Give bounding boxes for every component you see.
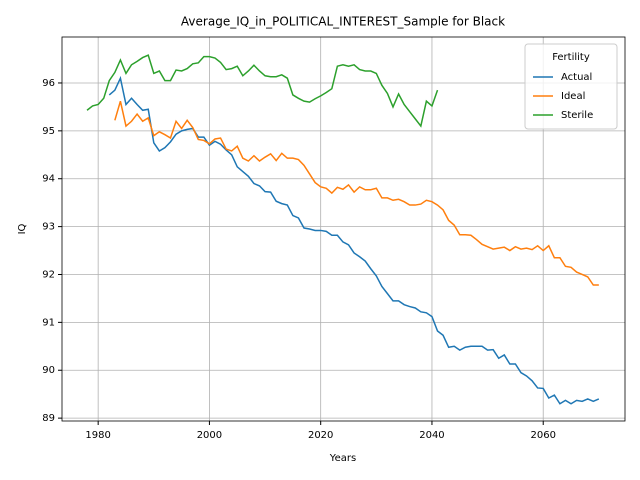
plot-frame <box>61 36 626 422</box>
y-tick-label: 90 <box>42 365 55 376</box>
x-tick-label: 1980 <box>85 430 110 441</box>
y-tick-label: 96 <box>42 78 55 89</box>
y-tick-label: 93 <box>42 222 55 233</box>
x-tick-label: 2000 <box>197 430 222 441</box>
legend-label: Ideal <box>561 91 585 102</box>
y-tick-label: 91 <box>42 317 55 328</box>
legend: Fertility Actual Ideal Sterile <box>524 43 618 130</box>
data-line <box>108 75 600 405</box>
y-axis-label: IQ <box>17 223 28 234</box>
legend-title: Fertility <box>552 52 590 63</box>
legend-label: Actual <box>561 72 592 83</box>
x-axis-label: Years <box>329 453 356 464</box>
x-tick-label: 2060 <box>530 430 555 441</box>
legend-label: Sterile <box>561 110 593 121</box>
y-tick-label: 92 <box>42 269 55 280</box>
y-tick-label: 89 <box>42 413 55 424</box>
x-tick-label: 2020 <box>308 430 333 441</box>
x-tick-label: 2040 <box>419 430 444 441</box>
data-line <box>114 100 599 286</box>
chart-title: Average_IQ_in_POLITICAL_INTEREST_Sample … <box>181 15 505 29</box>
legend-box <box>524 43 618 130</box>
y-tick-label: 95 <box>42 126 55 137</box>
data-line <box>86 54 439 128</box>
y-tick-label: 94 <box>42 174 55 185</box>
